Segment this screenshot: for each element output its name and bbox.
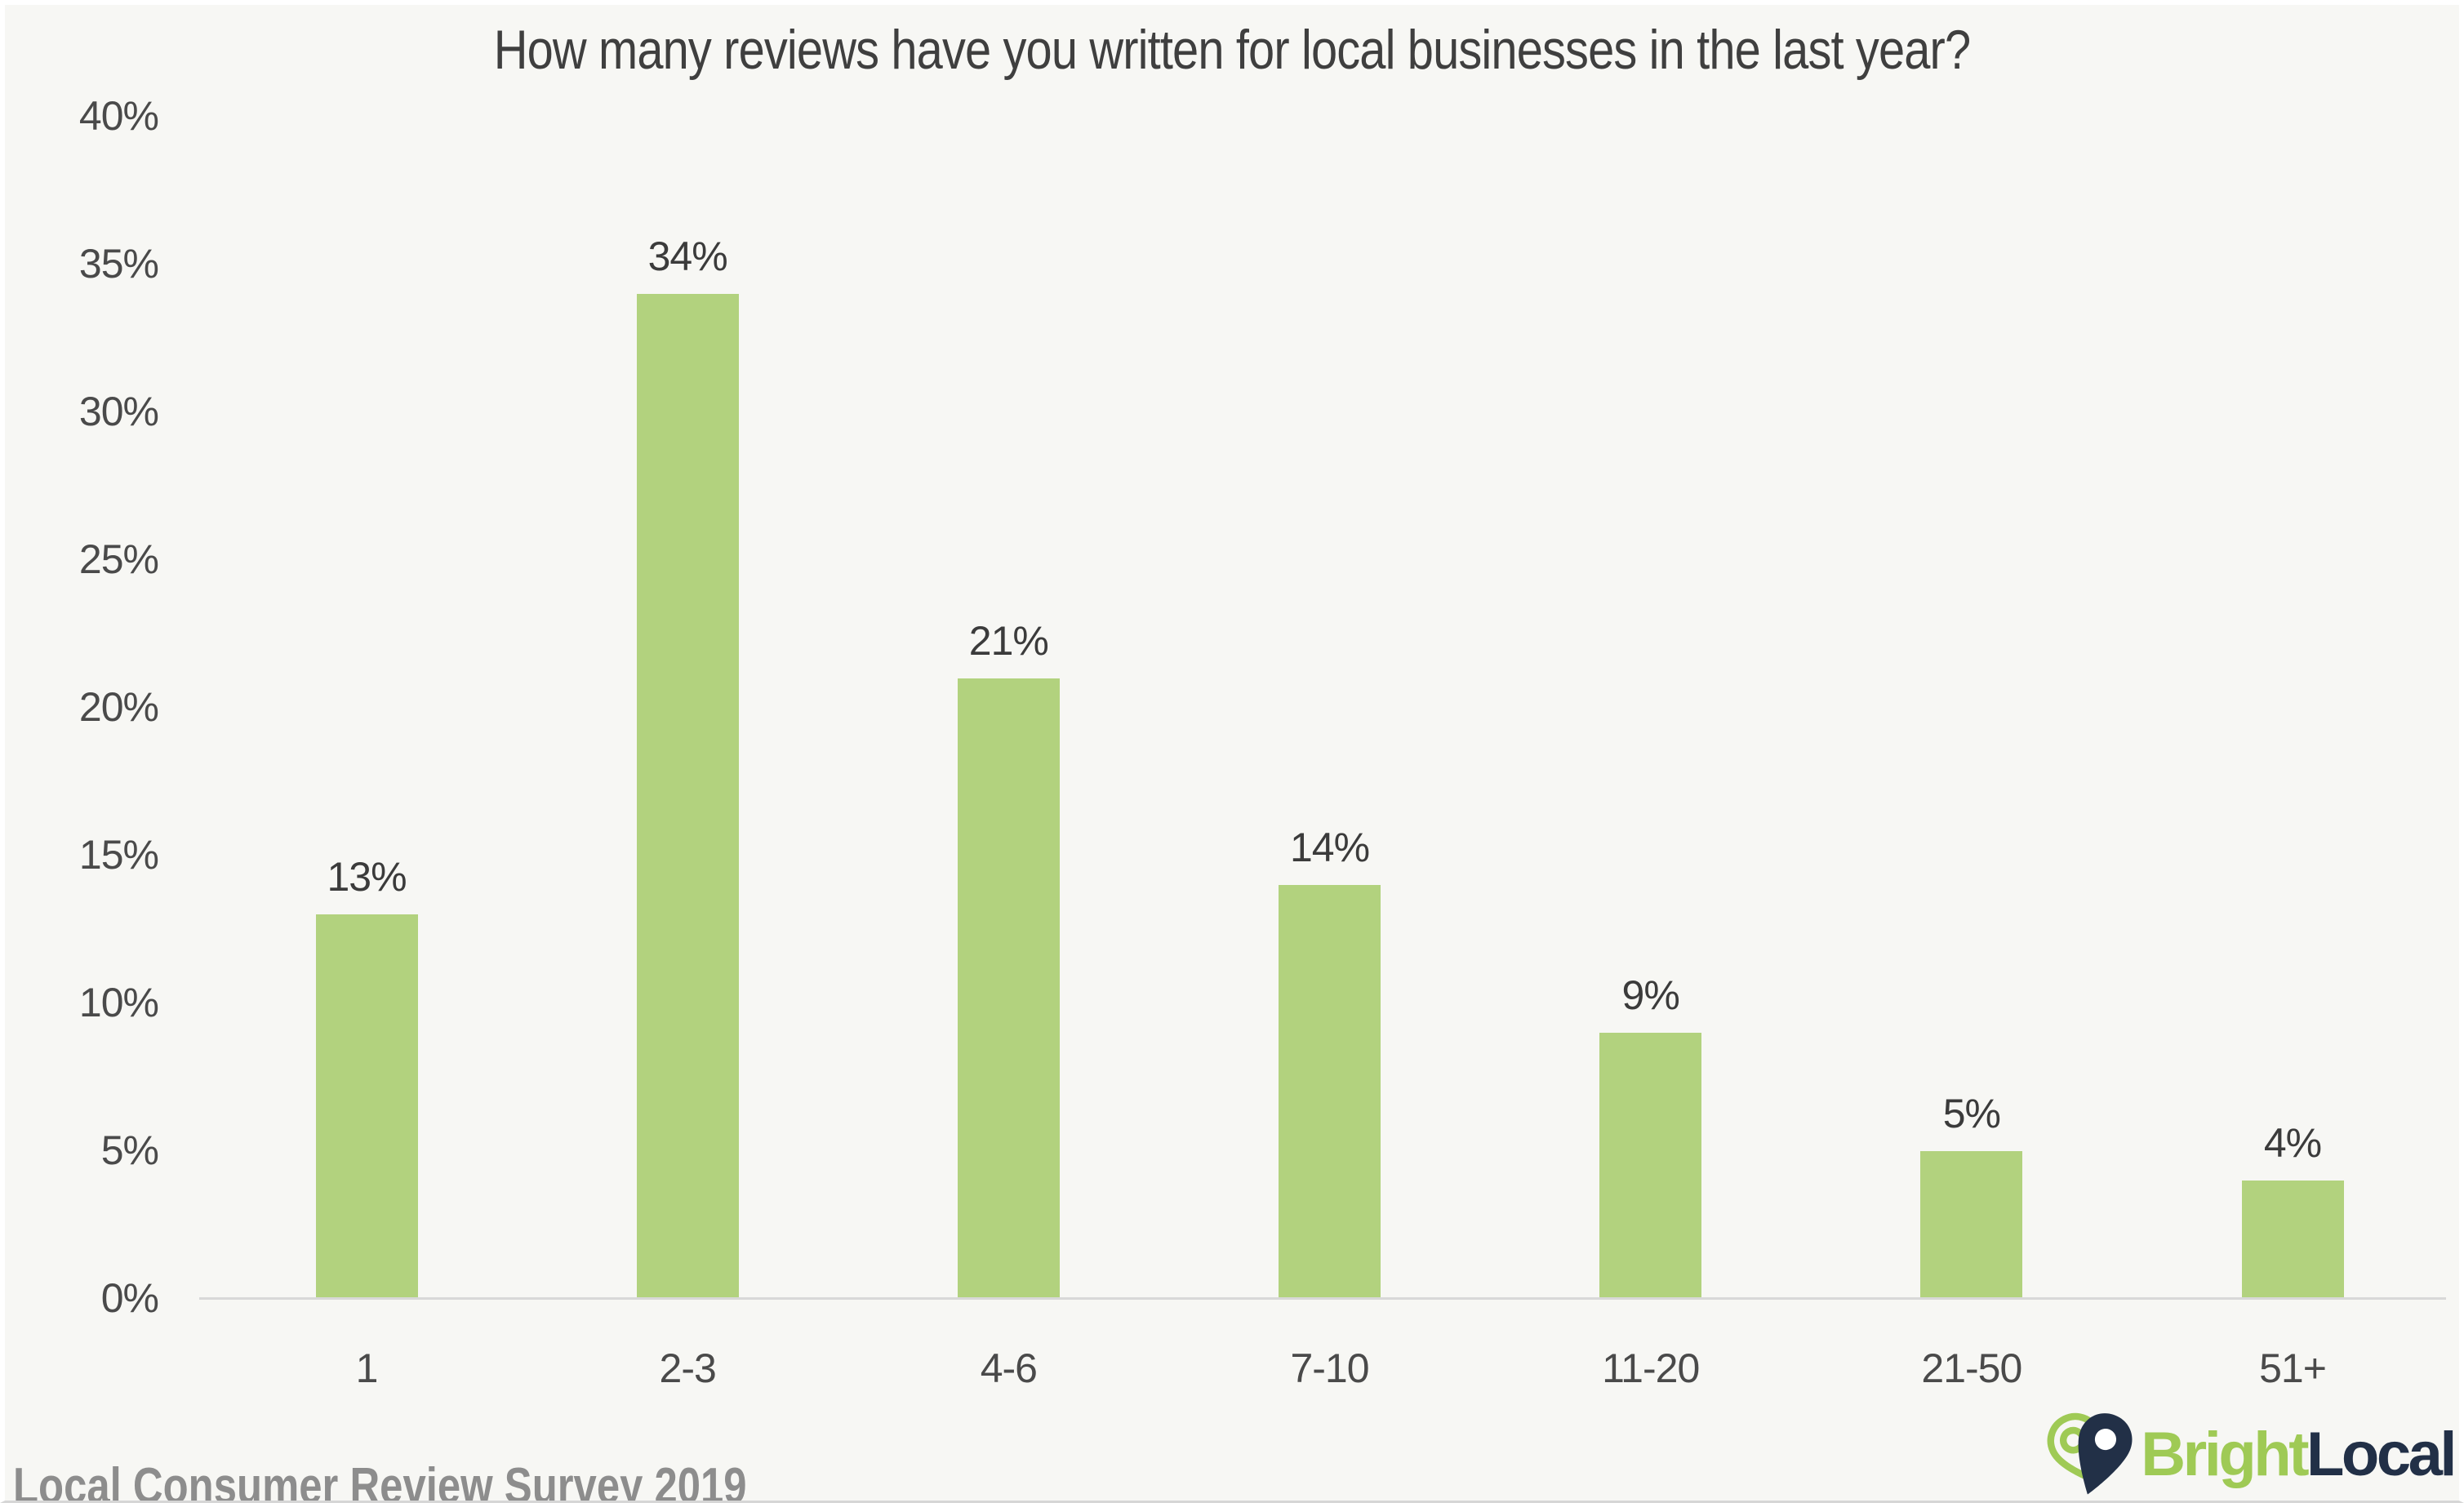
source-caption: Local Consumer Review Survey 2019 <box>13 1458 747 1503</box>
y-axis-tick-label: 30% <box>78 389 159 434</box>
chart-title: How many reviews have you written for lo… <box>493 19 1971 81</box>
bar <box>315 914 418 1299</box>
y-axis-tick-label: 5% <box>100 1127 159 1173</box>
x-axis-category-label: 11-20 <box>1602 1345 1700 1391</box>
bar <box>2241 1181 2344 1299</box>
bar-value-label: 21% <box>968 618 1049 664</box>
logo-text: BrightLocal <box>2141 1407 2457 1501</box>
y-axis-tick-label: 0% <box>100 1275 159 1321</box>
logo-text-bright: Bright <box>2141 1420 2309 1489</box>
x-axis-category-label: 4-6 <box>980 1345 1038 1391</box>
bar-value-label: 9% <box>1621 972 1680 1018</box>
y-axis-tick-label: 25% <box>78 536 159 582</box>
brightlocal-logo: BrightLocal <box>2044 1406 2457 1501</box>
x-axis-category-label: 21-50 <box>1921 1345 2022 1391</box>
bar-value-label: 4% <box>2263 1120 2322 1166</box>
bar <box>1920 1151 2023 1299</box>
x-axis-category-label: 2-3 <box>659 1345 717 1391</box>
x-axis-line <box>199 1297 2446 1300</box>
y-axis-tick-label: 20% <box>78 684 159 730</box>
y-axis-tick-label: 15% <box>78 832 159 878</box>
map-pin-heart-icon <box>2047 1412 2133 1495</box>
bar <box>1279 885 1381 1299</box>
x-axis-category-label: 7-10 <box>1290 1345 1369 1391</box>
y-axis-tick-label: 35% <box>78 241 159 287</box>
y-axis-tick-label: 40% <box>78 93 159 139</box>
bar <box>1599 1033 1702 1299</box>
y-axis-tick-label: 10% <box>78 980 159 1025</box>
bar-value-label: 14% <box>1289 825 1370 870</box>
bar <box>957 678 1060 1299</box>
bar-value-label: 34% <box>647 233 728 279</box>
x-axis-category-label: 1 <box>355 1345 379 1391</box>
bar <box>636 294 739 1299</box>
bar-value-label: 5% <box>1942 1091 2001 1136</box>
bar-value-label: 13% <box>327 854 407 900</box>
x-axis-category-label: 51+ <box>2259 1345 2327 1391</box>
logo-text-local: Local <box>2306 1420 2457 1489</box>
